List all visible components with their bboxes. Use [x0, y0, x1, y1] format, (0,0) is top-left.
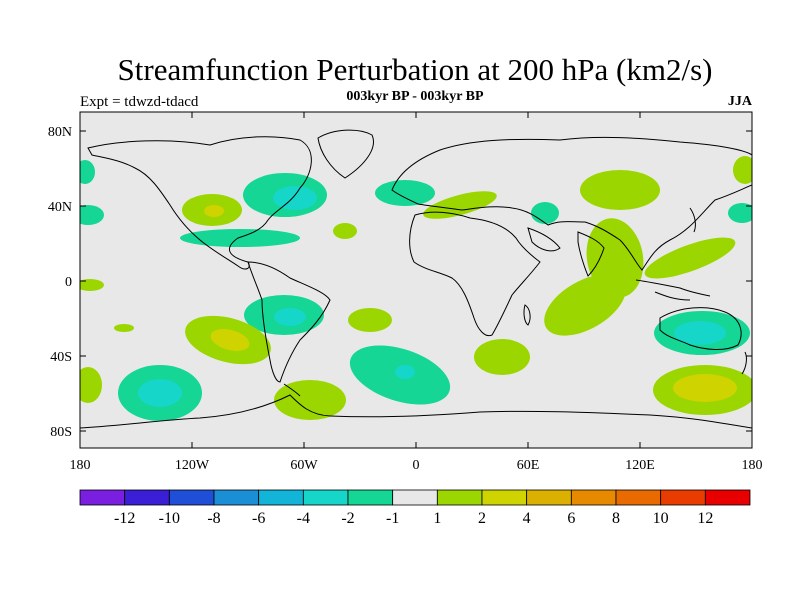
colorbar-swatch: [660, 489, 706, 506]
colorbar-label: 4: [523, 510, 531, 527]
contour-pos-indian-ocean: [544, 274, 626, 336]
colorbar-label: 12: [697, 510, 713, 527]
contour-pos-s-africa: [474, 339, 530, 375]
colorbar-label: -12: [114, 510, 135, 527]
colorbar-swatch: [570, 489, 617, 506]
lat-label: 40N: [48, 200, 72, 215]
contour-neg-s-pacific-core: [138, 379, 182, 407]
colorbar-swatch: [124, 489, 170, 506]
colorbar-label: 1: [433, 510, 441, 527]
colorbar-swatch: [168, 489, 215, 506]
contour-pos-arctic-e: [733, 156, 752, 184]
colorbar-swatch: [615, 489, 662, 506]
contour-pos-atlantic-eq: [80, 279, 104, 291]
colorbar-label: -10: [159, 510, 180, 527]
colorbar-swatch: [302, 489, 349, 506]
contour-pos-drake: [274, 380, 346, 420]
lat-label: 0: [65, 275, 72, 290]
contour-pos-w-pacific: [644, 237, 736, 279]
coastlines: [80, 129, 752, 429]
plot-subtitle: 003kyr BP - 003kyr BP: [346, 89, 484, 104]
contour-pos-s-atlantic-n: [348, 308, 392, 332]
lon-label: 180: [70, 458, 91, 473]
contour-pos-tasman-core: [673, 374, 737, 402]
season-label: JJA: [727, 94, 752, 109]
lon-label: 0: [413, 458, 420, 473]
contour-neg-pacific-west: [80, 205, 104, 225]
colorbar-label: 2: [478, 510, 486, 527]
contour-neg-australia-core: [674, 321, 726, 345]
colorbar-label: -8: [207, 510, 220, 527]
colorbar-label: 8: [612, 510, 620, 527]
colorbar-swatch: [79, 489, 126, 506]
colorbar: -12 -10 -8 -6 -4 -2 -1 1 2 4 6 8 10 12: [79, 489, 751, 527]
contour-pos-atlantic-small: [333, 223, 357, 239]
contour-field: [80, 129, 752, 429]
colorbar-swatch: [704, 489, 751, 506]
lon-label: 120W: [175, 458, 210, 473]
contour-neg-arabia: [531, 202, 559, 224]
colorbar-swatch: [392, 489, 438, 506]
contour-pos-central-asia: [580, 170, 660, 210]
contour-pos-ne-pacific-core: [204, 205, 224, 217]
contour-neg-north-america-core: [273, 186, 317, 210]
colorbar-swatch: [213, 489, 260, 506]
lon-label: 120E: [625, 458, 655, 473]
lon-label: 180: [742, 458, 763, 473]
colorbar-swatch: [481, 489, 528, 506]
axis-ticks: [80, 112, 752, 448]
contour-neg-s-america-core: [274, 308, 306, 326]
lon-label: 60W: [290, 458, 318, 473]
colorbar-swatch: [347, 489, 394, 506]
contour-neg-s-atlantic-core: [395, 365, 415, 379]
contour-pos-se-pacific-core: [210, 329, 250, 351]
lon-label: 60E: [517, 458, 540, 473]
colorbar-label: -1: [386, 510, 399, 527]
colorbar-label: 6: [567, 510, 575, 527]
contour-neg-e-pacific: [728, 203, 752, 223]
colorbar-label: 10: [653, 510, 669, 527]
colorbar-swatch: [526, 489, 572, 506]
colorbar-swatch: [258, 489, 304, 506]
plot-title: Streamfunction Perturbation at 200 hPa (…: [117, 52, 713, 87]
colorbar-label: -4: [297, 510, 310, 527]
latitude-labels: 80N 40N 0 40S 80S: [48, 125, 72, 440]
longitude-labels: 180 120W 60W 0 60E 120E 180: [70, 458, 763, 473]
lat-label: 80S: [50, 425, 72, 440]
contour-neg-arctic-w: [80, 160, 95, 184]
lat-label: 80N: [48, 125, 72, 140]
contour-pos-s-pacific-w: [80, 367, 102, 403]
lat-label: 40S: [50, 350, 72, 365]
contour-neg-caribbean: [180, 229, 300, 247]
colorbar-label: -2: [341, 510, 354, 527]
colorbar-label: -6: [252, 510, 265, 527]
experiment-label: Expt = tdwzd-tdacd: [80, 94, 199, 110]
contour-pos-s-pacific-small: [114, 324, 134, 332]
contour-neg-n-atlantic: [375, 180, 435, 206]
colorbar-swatch: [436, 489, 483, 506]
